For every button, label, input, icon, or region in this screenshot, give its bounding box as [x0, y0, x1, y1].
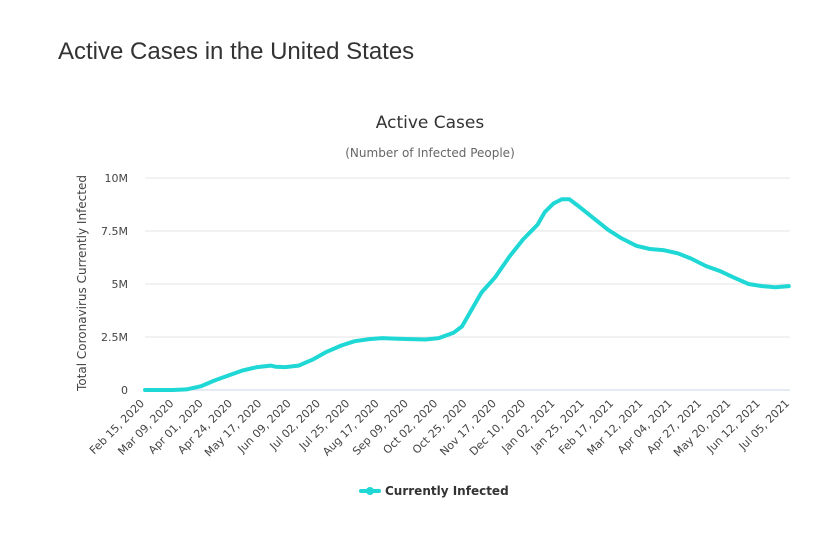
- data-point[interactable]: [773, 285, 777, 289]
- data-point[interactable]: [409, 337, 413, 341]
- data-point[interactable]: [274, 365, 277, 369]
- data-point[interactable]: [747, 282, 750, 286]
- data-point[interactable]: [634, 244, 638, 248]
- data-point[interactable]: [787, 284, 791, 288]
- data-point[interactable]: [241, 369, 244, 372]
- data-point[interactable]: [576, 204, 580, 208]
- data-point[interactable]: [255, 365, 259, 369]
- data-point[interactable]: [185, 387, 188, 391]
- data-point[interactable]: [199, 384, 203, 388]
- data-point[interactable]: [661, 248, 665, 252]
- data-point[interactable]: [269, 364, 273, 368]
- data-point[interactable]: [592, 216, 596, 220]
- data-point[interactable]: [423, 338, 427, 341]
- data-point[interactable]: [297, 364, 301, 368]
- data-point[interactable]: [620, 236, 624, 240]
- series-line-currently-infected[interactable]: [143, 197, 791, 392]
- y-tick-label: 2.5M: [101, 331, 128, 344]
- data-point[interactable]: [353, 339, 357, 343]
- series-layer: [143, 197, 791, 392]
- data-point[interactable]: [508, 254, 512, 258]
- data-point[interactable]: [480, 291, 483, 294]
- legend-label: Currently Infected: [385, 484, 509, 498]
- data-point[interactable]: [460, 324, 464, 328]
- data-point[interactable]: [719, 269, 722, 273]
- chart-title: Active Cases: [376, 113, 485, 133]
- data-point[interactable]: [689, 257, 693, 261]
- series-points: [143, 197, 791, 392]
- y-gridlines: [145, 177, 790, 338]
- data-point[interactable]: [171, 388, 175, 392]
- y-tick-label: 7.5M: [101, 225, 128, 238]
- y-tick-label: 5M: [112, 278, 129, 291]
- data-point[interactable]: [567, 197, 571, 201]
- legend-item-currently-infected[interactable]: Currently Infected: [359, 484, 509, 498]
- page-title: Active Cases in the United States: [58, 38, 415, 65]
- data-point[interactable]: [452, 331, 455, 335]
- data-point[interactable]: [560, 197, 564, 201]
- legend-symbol-marker: [366, 487, 374, 495]
- data-point[interactable]: [311, 357, 315, 361]
- data-point[interactable]: [732, 276, 736, 280]
- y-tick-label: 10M: [105, 172, 129, 185]
- data-point[interactable]: [381, 336, 385, 340]
- data-point[interactable]: [395, 337, 399, 341]
- y-axis-ticks: 0 2.5M 5M 7.5M 10M: [101, 172, 128, 397]
- data-point[interactable]: [339, 344, 343, 347]
- data-point[interactable]: [760, 284, 764, 288]
- data-point[interactable]: [469, 310, 472, 314]
- data-point[interactable]: [521, 238, 525, 241]
- data-point[interactable]: [676, 251, 680, 255]
- data-point[interactable]: [367, 337, 371, 341]
- chart-subtitle: (Number of Infected People): [345, 146, 515, 160]
- data-point[interactable]: [543, 210, 547, 214]
- data-point[interactable]: [213, 379, 216, 382]
- data-point[interactable]: [493, 276, 497, 280]
- y-axis-title: Total Coronavirus Currently Infected: [75, 175, 89, 392]
- data-point[interactable]: [283, 365, 287, 369]
- data-point[interactable]: [648, 247, 652, 251]
- y-tick-label: 0: [121, 384, 128, 397]
- data-point[interactable]: [227, 373, 231, 377]
- data-point[interactable]: [606, 228, 610, 232]
- data-point[interactable]: [437, 336, 441, 340]
- data-point[interactable]: [704, 264, 708, 268]
- data-point[interactable]: [143, 388, 147, 392]
- data-point[interactable]: [325, 350, 329, 354]
- data-point[interactable]: [552, 201, 555, 205]
- data-point[interactable]: [536, 223, 540, 227]
